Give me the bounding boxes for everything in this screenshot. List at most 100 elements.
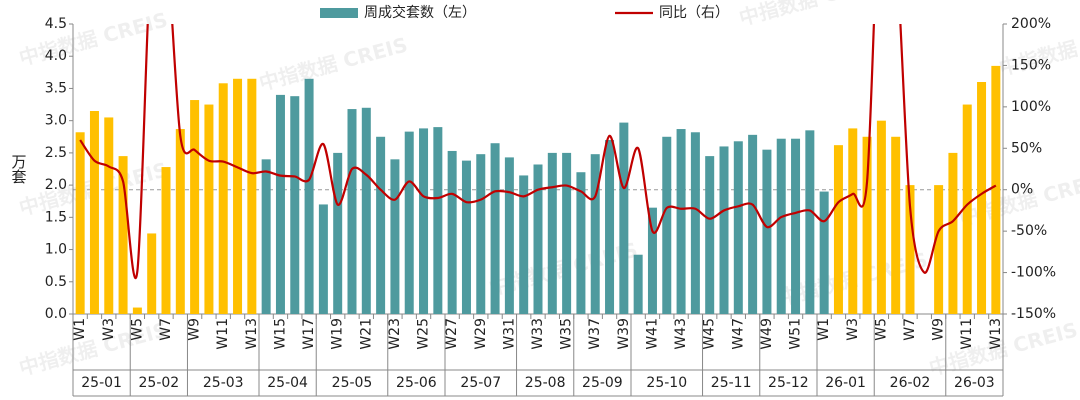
group-label: 25-05 <box>332 375 373 391</box>
y2-tick-label: -150% <box>1011 306 1056 322</box>
group-label: 25-01 <box>81 375 122 391</box>
legend-label: 同比（右） <box>659 5 729 21</box>
bar <box>690 132 700 314</box>
x-tick-label: W3 <box>845 318 861 341</box>
x-tick-label: W49 <box>759 318 775 350</box>
x-tick-label: W29 <box>473 318 489 350</box>
x-tick-label: W5 <box>129 318 145 341</box>
x-tick-label: W3 <box>101 318 117 341</box>
bar <box>733 141 743 314</box>
bar <box>719 146 729 314</box>
bar <box>75 132 85 314</box>
bar <box>962 104 972 314</box>
bar <box>261 159 271 314</box>
bar <box>590 154 600 314</box>
y-tick-label: 4.5 <box>45 16 67 32</box>
y-tick-label: 0.5 <box>45 274 67 290</box>
bar <box>977 82 987 314</box>
bar <box>705 156 715 314</box>
bar <box>218 83 228 315</box>
x-tick-label: W15 <box>272 318 288 350</box>
bar <box>748 134 758 314</box>
y2-tick-label: 50% <box>1011 140 1042 156</box>
bar <box>376 136 386 314</box>
x-tick-label: W41 <box>644 318 660 350</box>
bar <box>991 65 1001 314</box>
y-tick-label: 3.0 <box>45 113 67 129</box>
x-tick-label: W45 <box>702 318 718 350</box>
bar <box>404 131 414 314</box>
watermark: 中指数据 CREIS <box>17 317 171 380</box>
group-label: 25-12 <box>768 375 809 391</box>
bar <box>676 129 686 314</box>
legend-swatch <box>320 8 358 18</box>
group-label: 26-01 <box>825 375 866 391</box>
bar <box>447 150 457 314</box>
x-tick-label: W9 <box>187 318 203 341</box>
x-tick-label: W25 <box>416 318 432 350</box>
bar <box>419 128 429 314</box>
y2-tick-label: -100% <box>1011 265 1056 281</box>
yoy-line <box>79 24 997 280</box>
bar <box>905 185 915 314</box>
x-tick-label: W19 <box>330 318 346 350</box>
group-label: 25-06 <box>396 375 437 391</box>
x-tick-label: W1 <box>72 318 88 341</box>
y-axis-title: 万套 <box>10 154 28 184</box>
bar <box>147 233 157 314</box>
bar <box>819 191 829 314</box>
x-tick-label: W7 <box>902 318 918 341</box>
group-label: 25-08 <box>525 375 566 391</box>
x-tick-label: W35 <box>559 318 575 350</box>
x-tick-label: W39 <box>616 318 632 350</box>
bar <box>290 96 300 314</box>
x-tick-label: W7 <box>158 318 174 341</box>
bar <box>562 152 572 314</box>
x-tick-label: W27 <box>444 318 460 350</box>
bar <box>948 152 958 314</box>
x-tick-label: W13 <box>988 318 1004 350</box>
bar <box>934 185 944 314</box>
x-tick-label: W31 <box>501 318 517 350</box>
x-tick-label: W17 <box>301 318 317 350</box>
y-tick-label: 3.5 <box>45 80 67 96</box>
line-group <box>79 24 997 280</box>
x-tick-label: W11 <box>959 318 975 350</box>
legend-label: 周成交套数（左） <box>364 4 476 21</box>
x-tick-label: W51 <box>788 318 804 350</box>
bar <box>89 111 99 314</box>
bar <box>390 159 400 314</box>
y-tick-label: 0.0 <box>45 306 67 322</box>
bar <box>533 164 543 314</box>
bar <box>304 78 314 315</box>
bar <box>275 94 285 314</box>
bar <box>190 100 200 315</box>
group-label: 26-03 <box>954 375 995 391</box>
x-tick-label: W11 <box>215 318 231 350</box>
bar <box>333 152 343 314</box>
x-tick-label: W21 <box>358 318 374 350</box>
bar <box>461 160 471 314</box>
bar <box>361 107 371 315</box>
bar <box>233 78 243 315</box>
bar <box>318 204 328 314</box>
y2-tick-label: 100% <box>1011 99 1051 115</box>
bar <box>132 307 142 314</box>
watermark: 中指数据 CREIS <box>737 0 891 30</box>
bar <box>161 167 171 314</box>
x-tick-label: W1 <box>816 318 832 341</box>
bar <box>433 127 443 314</box>
x-tick-label: W43 <box>673 318 689 350</box>
group-label: 26-02 <box>890 375 931 391</box>
watermark: 中指数据 CREIS <box>257 32 411 95</box>
bar <box>175 129 185 314</box>
bar <box>519 175 529 314</box>
y-tick-label: 1.0 <box>45 242 67 258</box>
x-tick-label: W5 <box>873 318 889 341</box>
bar <box>662 136 672 314</box>
x-tick-label: W23 <box>387 318 403 350</box>
bar <box>547 152 557 314</box>
y2-tick-label: 150% <box>1011 57 1051 73</box>
group-label: 25-03 <box>203 375 244 391</box>
x-tick-label: W37 <box>587 318 603 350</box>
